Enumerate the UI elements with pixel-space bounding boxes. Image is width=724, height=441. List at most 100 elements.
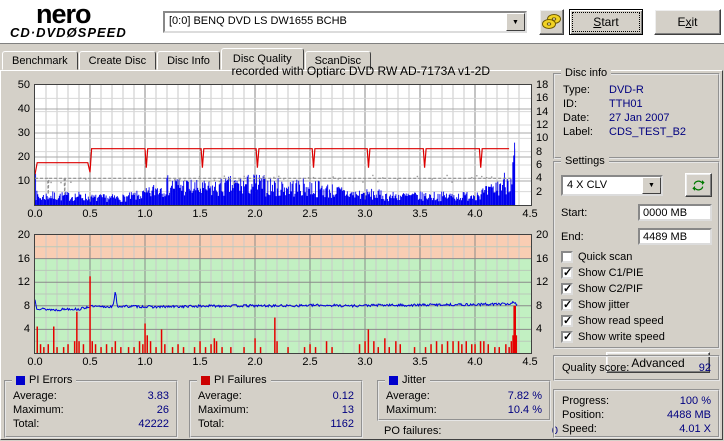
stats-box-title-text: PI Failures — [214, 374, 267, 386]
x-axis-tick-label: 1.5 — [192, 356, 208, 368]
settings-title: Settings — [561, 155, 609, 167]
x-axis-tick-label: 1.5 — [192, 208, 208, 220]
progress-label: Position: — [562, 409, 605, 421]
y-axis-tick-label: 20 — [17, 229, 30, 241]
y-axis-tick-label: 20 — [536, 229, 549, 241]
checkbox-show-jitter[interactable]: Show jitter — [561, 299, 712, 311]
y-axis-tick-label: 8 — [536, 299, 543, 312]
disc-info-title: Disc info — [561, 67, 612, 79]
x-axis-tick-label: 4.0 — [467, 356, 483, 368]
x-axis-tick-label: 4.5 — [522, 356, 538, 368]
progress-row: Speed: 4.01 X — [555, 422, 718, 436]
drive-select[interactable]: [0:0] BENQ DVD LS DW1655 BCHB — [163, 11, 527, 33]
progress-label: Progress: — [562, 395, 610, 407]
stats-row: Average: 3.83 — [6, 389, 176, 403]
settings-checkbox-list: Quick scan Show C1/PIE Show C2/PIF Show jit… — [561, 251, 712, 343]
checkbox-show-c2-pif[interactable]: Show C2/PIF — [561, 283, 712, 295]
stats-box-title: PI Errors — [12, 374, 77, 386]
progress-value: 4.01 X — [679, 423, 711, 435]
toolbar: nero CD·DVDØSPEED [0:0] BENQ DVD LS DW16… — [0, 0, 724, 44]
stats-row: Maximum: 13 — [191, 403, 361, 417]
pi-errors-chart: 10 20 30 40 50 2 4 6 8 10 12 14 16 18 0.0 0.5 1.0 1.5 2.0 2… — [18, 79, 549, 220]
legend-square-icon — [16, 375, 25, 385]
disc-info-label: ID: — [563, 98, 578, 110]
checkbox-icon[interactable] — [561, 331, 573, 343]
start-input[interactable]: 0000 MB — [638, 204, 712, 221]
disc-info-row: Type: DVD-R — [555, 83, 718, 97]
progress-row: Position: 4488 MB — [555, 408, 718, 422]
tab-disc-quality[interactable]: Disc Quality — [220, 48, 304, 70]
checkbox-show-read-speed[interactable]: Show read speed — [561, 315, 712, 327]
checkbox-icon[interactable] — [561, 251, 573, 263]
stats-label: Maximum: — [13, 404, 64, 416]
pi-failures-jitter-plot — [34, 234, 532, 354]
scan-speed-select[interactable]: 4 X CLV — [561, 174, 663, 196]
disc-info-label: Label: — [563, 126, 593, 138]
start-button[interactable]: Start — [569, 9, 643, 35]
x-axis-tick-label: 3.0 — [357, 356, 373, 368]
stats-row: Maximum: 10.4 % — [379, 403, 549, 417]
refresh-icon — [692, 179, 705, 191]
y-axis-tick-label: 10 — [17, 175, 30, 187]
disc-info-value: DVD-R — [609, 84, 644, 96]
checkbox-show-c1-pie[interactable]: Show C1/PIE — [561, 267, 712, 279]
y-axis-tick-label: 8 — [536, 145, 543, 158]
y-axis-tick-label: 30 — [17, 127, 30, 139]
exit-button[interactable]: Exit — [654, 9, 721, 35]
end-input[interactable]: 4489 MB — [638, 228, 712, 245]
stats-label: Maximum: — [386, 404, 437, 416]
y-axis-tick-label: 18 — [536, 79, 549, 91]
checkbox-icon[interactable] — [561, 315, 573, 327]
x-axis-tick-label: 2.5 — [302, 208, 318, 220]
y-axis-tick-label: 16 — [536, 92, 549, 105]
stats-label: Average: — [386, 390, 430, 402]
y-axis-tick-label: 2 — [536, 185, 543, 198]
disc-info-button[interactable] — [539, 9, 564, 35]
tab-benchmark[interactable]: Benchmark — [2, 51, 78, 70]
stats-box-title: Jitter — [385, 374, 430, 386]
checkbox-quick-scan[interactable]: Quick scan — [561, 251, 712, 263]
stats-box-title-text: PI Errors — [29, 374, 73, 386]
quality-score-box: Quality score: 92 — [553, 355, 720, 381]
quality-score-value: 92 — [698, 362, 711, 374]
tab-disc-info[interactable]: Disc Info — [157, 51, 220, 70]
stats-row: Total: 42222 — [6, 417, 176, 431]
pi-failures-jitter-chart: 4 8 12 16 20 4 8 12 16 20 0.0 0.5 1.0 1.5 2.0 2.5 3.0 3.5… — [18, 229, 549, 368]
refresh-button[interactable] — [685, 173, 712, 197]
x-axis-tick-label: 2.5 — [302, 356, 318, 368]
x-axis-tick-label: 3.5 — [412, 356, 428, 368]
x-axis-tick-label: 2.0 — [247, 356, 263, 368]
disc-info-group: Disc info Type: DVD-R ID: TTH01 Date: 27 Jan … — [553, 67, 720, 159]
disc-info-row: ID: TTH01 — [555, 97, 718, 111]
chart-title: recorded with Optiarc DVD RW AD-7173A v1… — [231, 64, 490, 78]
disc-info-label: Date: — [563, 112, 590, 124]
progress-value: 4488 MB — [666, 409, 711, 421]
start-label: Start: — [561, 206, 588, 219]
checkbox-icon[interactable] — [561, 267, 573, 279]
y-axis-tick-label: 10 — [536, 132, 549, 145]
disc-info-row: Date: 27 Jan 2007 — [555, 111, 718, 125]
dropdown-arrow-icon[interactable] — [506, 13, 525, 31]
checkbox-icon[interactable] — [561, 299, 573, 311]
dropdown-arrow-icon[interactable] — [642, 176, 661, 194]
stats-row: Average: 0.12 — [191, 389, 361, 403]
logo-cdspeed-text: CD·DVDØSPEED — [10, 25, 127, 40]
x-axis-tick-label: 3.0 — [357, 208, 373, 220]
stats-value: 10.4 % — [507, 404, 542, 416]
settings-group: Settings 4 X CLV Start: 0000 MB End: 448… — [553, 155, 720, 373]
tab-scandisc[interactable]: ScanDisc — [304, 51, 372, 70]
pi-errors-plot — [34, 84, 532, 206]
y-axis-tick-label: 14 — [536, 105, 549, 118]
tab-create-disc[interactable]: Create Disc — [78, 51, 157, 70]
disc-info-label: Type: — [563, 84, 590, 96]
legend-square-icon — [201, 375, 210, 385]
checkbox-show-write-speed[interactable]: Show write speed — [561, 331, 712, 343]
checkbox-icon[interactable] — [561, 283, 573, 295]
progress-row: Progress: 100 % — [555, 394, 718, 408]
disc-info-rows: Type: DVD-R ID: TTH01 Date: 27 Jan 2007 Label:… — [555, 83, 718, 139]
stats-value: 3.83 — [147, 390, 169, 402]
progress-value: 100 % — [679, 395, 711, 407]
advanced-button[interactable]: Advanced — [606, 352, 710, 373]
checkbox-label: Show read speed — [578, 315, 664, 327]
